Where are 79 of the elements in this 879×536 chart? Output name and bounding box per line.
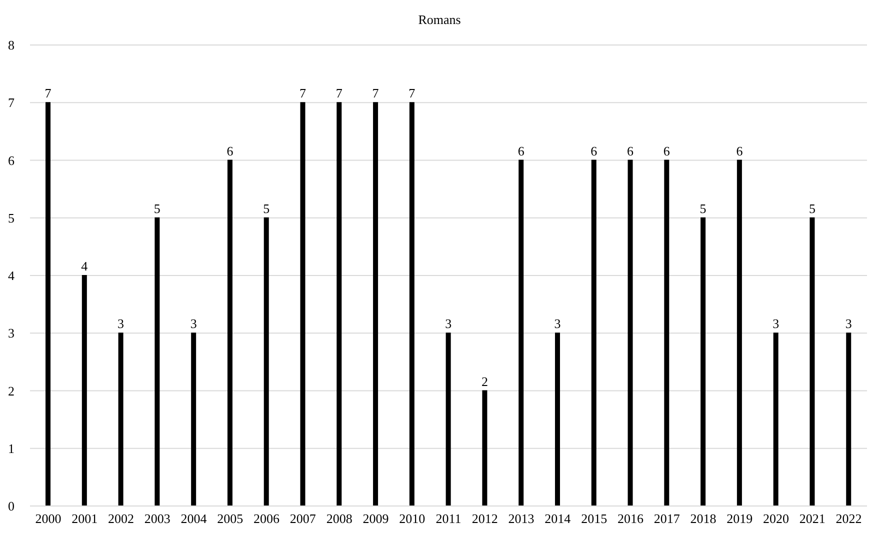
y-tick-label: 1 xyxy=(8,440,14,456)
data-label: 7 xyxy=(44,86,52,101)
bar xyxy=(482,390,488,506)
bar xyxy=(810,217,815,506)
data-label: 3 xyxy=(772,316,780,332)
bar xyxy=(773,332,778,506)
bar xyxy=(736,160,742,506)
bar xyxy=(591,160,596,506)
bar xyxy=(336,102,342,506)
data-label: 7 xyxy=(372,86,380,101)
bar xyxy=(446,332,451,506)
data-label: 3 xyxy=(554,316,561,332)
data-label: 2 xyxy=(481,374,488,389)
bar xyxy=(264,217,269,506)
data-label: 6 xyxy=(226,143,234,158)
bar xyxy=(300,102,306,506)
data-label: 7 xyxy=(300,86,306,101)
x-tick-label: 2003 xyxy=(144,511,170,526)
x-tick-label: 2015 xyxy=(581,511,608,526)
x-tick-label: 2014 xyxy=(544,511,572,526)
bar xyxy=(700,217,706,506)
x-tick-label: 2018 xyxy=(690,511,716,526)
x-tick-label: 2005 xyxy=(217,511,244,526)
data-label: 5 xyxy=(263,200,270,216)
bar xyxy=(46,102,51,506)
bar xyxy=(554,332,560,506)
chart-title: Romans xyxy=(417,12,462,28)
data-label: 6 xyxy=(736,143,744,158)
data-label: 4 xyxy=(81,258,88,274)
x-tick-label: 2013 xyxy=(508,511,534,526)
bar xyxy=(118,332,124,506)
x-tick-label: 2012 xyxy=(472,511,498,526)
x-tick-label: 2021 xyxy=(799,511,826,526)
bar xyxy=(82,275,87,506)
data-label: 7 xyxy=(336,86,343,101)
data-label: 3 xyxy=(445,316,452,332)
bar xyxy=(518,160,524,506)
x-tick-label: 2009 xyxy=(362,511,389,526)
x-tick-label: 2004 xyxy=(180,511,208,526)
y-tick-label: 8 xyxy=(8,38,14,53)
x-tick-label: 2006 xyxy=(254,511,280,526)
x-tick-label: 2022 xyxy=(836,511,862,526)
data-label: 6 xyxy=(627,143,634,158)
x-tick-label: 2000 xyxy=(35,511,62,526)
data-label: 3 xyxy=(845,316,852,332)
bar xyxy=(373,102,378,506)
data-label: 7 xyxy=(408,86,416,101)
x-tick-label: 2017 xyxy=(654,511,680,526)
x-tick-label: 2001 xyxy=(72,511,98,526)
data-label: 6 xyxy=(663,143,670,158)
bar xyxy=(227,160,232,506)
y-tick-label: 2 xyxy=(8,383,14,398)
x-tick-label: 2016 xyxy=(617,511,644,526)
data-label: 6 xyxy=(518,143,525,158)
x-tick-label: 2010 xyxy=(399,511,426,526)
x-tick-label: 2019 xyxy=(726,511,753,526)
bar xyxy=(409,102,414,506)
bar xyxy=(154,217,160,506)
x-tick-label: 2007 xyxy=(290,511,316,526)
data-label: 5 xyxy=(700,200,706,216)
y-tick-label: 5 xyxy=(8,210,14,226)
y-tick-label: 7 xyxy=(8,95,15,110)
x-tick-label: 2020 xyxy=(763,511,790,526)
data-label: 3 xyxy=(118,316,124,332)
data-label: 5 xyxy=(154,200,160,216)
bar xyxy=(846,332,852,506)
data-label: 6 xyxy=(590,143,598,158)
x-tick-label: 2008 xyxy=(326,511,352,526)
x-tick-label: 2002 xyxy=(108,511,134,526)
y-tick-label: 3 xyxy=(8,326,14,341)
bar xyxy=(628,160,633,506)
y-tick-label: 4 xyxy=(8,268,15,284)
data-label: 3 xyxy=(190,316,197,332)
x-tick-label: 2011 xyxy=(436,511,462,526)
bar xyxy=(664,160,670,506)
y-tick-label: 6 xyxy=(8,152,15,168)
bar xyxy=(191,332,196,506)
data-label: 5 xyxy=(808,200,816,216)
y-tick-label: 0 xyxy=(8,498,14,514)
